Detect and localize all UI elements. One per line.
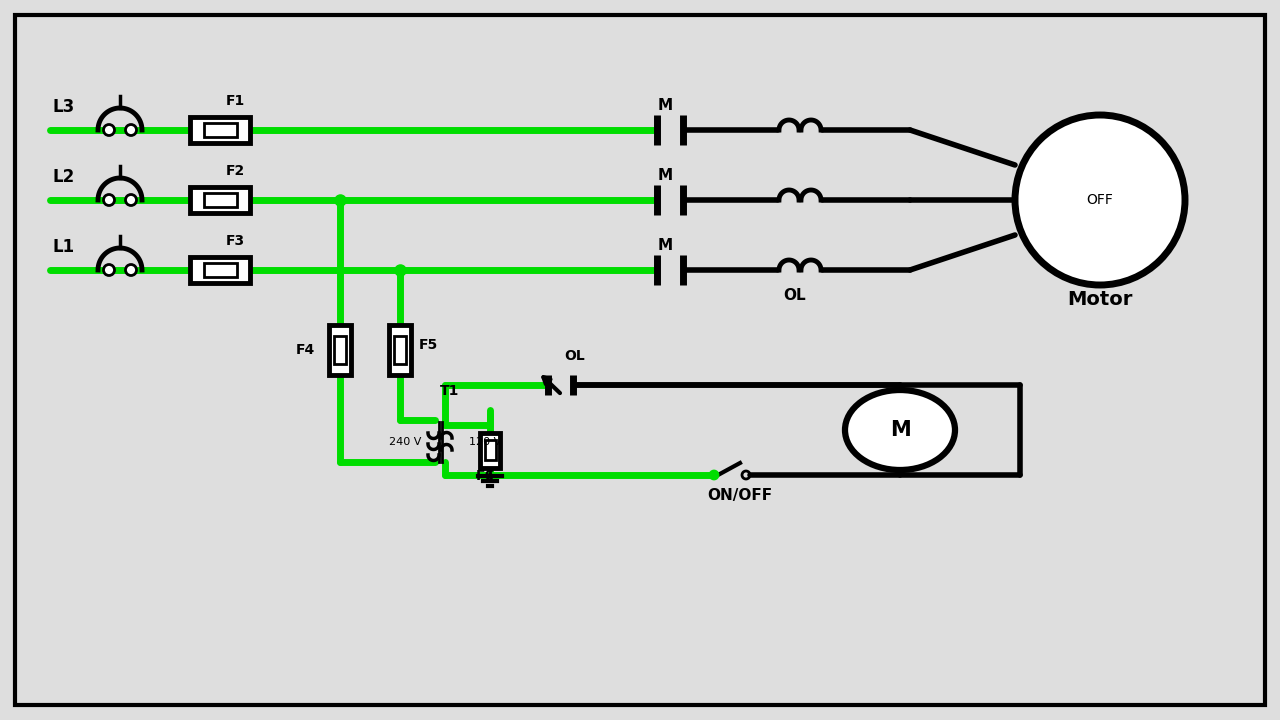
Text: OL: OL bbox=[564, 349, 585, 363]
Text: Motor: Motor bbox=[1068, 290, 1133, 309]
Bar bbox=[204, 123, 237, 137]
Bar bbox=[189, 187, 250, 213]
Text: F2: F2 bbox=[225, 164, 244, 178]
Circle shape bbox=[104, 125, 114, 135]
Text: F3: F3 bbox=[225, 234, 244, 248]
Text: M: M bbox=[890, 420, 910, 440]
Text: M: M bbox=[658, 168, 672, 183]
Bar bbox=[394, 336, 406, 364]
Bar bbox=[485, 441, 495, 459]
Text: L2: L2 bbox=[52, 168, 76, 186]
Bar bbox=[334, 336, 346, 364]
Text: ON/OFF: ON/OFF bbox=[708, 488, 773, 503]
Text: 120 V: 120 V bbox=[468, 437, 502, 447]
Text: 240 V: 240 V bbox=[389, 437, 421, 447]
Bar bbox=[480, 433, 500, 467]
Circle shape bbox=[104, 194, 114, 205]
Bar bbox=[389, 325, 411, 375]
Bar bbox=[329, 325, 351, 375]
Text: T1: T1 bbox=[440, 384, 460, 398]
Text: F5: F5 bbox=[419, 338, 438, 352]
Circle shape bbox=[125, 264, 137, 276]
Circle shape bbox=[125, 194, 137, 205]
Bar bbox=[189, 117, 250, 143]
Circle shape bbox=[104, 264, 114, 276]
Text: L3: L3 bbox=[52, 98, 76, 116]
Text: F6: F6 bbox=[475, 469, 494, 483]
Bar bbox=[189, 257, 250, 283]
Circle shape bbox=[125, 125, 137, 135]
Text: OL: OL bbox=[783, 288, 806, 303]
Bar bbox=[204, 193, 237, 207]
Text: M: M bbox=[658, 238, 672, 253]
Bar bbox=[204, 263, 237, 277]
Text: M: M bbox=[658, 98, 672, 113]
Circle shape bbox=[1015, 115, 1185, 285]
Text: F1: F1 bbox=[225, 94, 244, 108]
Text: L1: L1 bbox=[52, 238, 76, 256]
Text: F4: F4 bbox=[296, 343, 315, 357]
Ellipse shape bbox=[845, 390, 955, 470]
Text: OFF: OFF bbox=[1087, 193, 1114, 207]
Circle shape bbox=[710, 471, 718, 479]
